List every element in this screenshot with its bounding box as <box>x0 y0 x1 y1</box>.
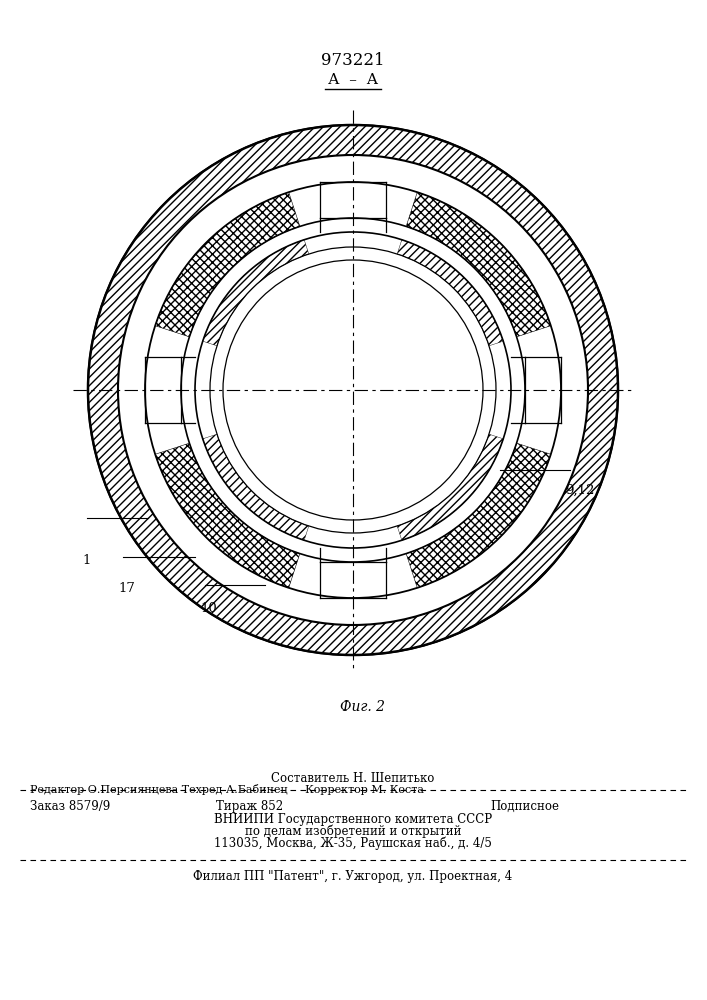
Text: А  –  А: А – А <box>328 73 378 87</box>
Text: 973221: 973221 <box>321 52 385 69</box>
Text: Составитель Н. Шепитько: Составитель Н. Шепитько <box>271 772 435 785</box>
Wedge shape <box>203 434 309 540</box>
Wedge shape <box>203 240 309 346</box>
Wedge shape <box>397 240 503 346</box>
Circle shape <box>88 125 618 655</box>
Circle shape <box>223 260 483 520</box>
Text: Тираж 852: Тираж 852 <box>216 800 284 813</box>
Text: 113035, Москва, Ж-35, Раушская наб., д. 4/5: 113035, Москва, Ж-35, Раушская наб., д. … <box>214 837 492 850</box>
Circle shape <box>118 155 588 625</box>
Text: по делам изобретений и открытий: по делам изобретений и открытий <box>245 825 461 838</box>
Wedge shape <box>155 443 300 588</box>
Text: 17: 17 <box>118 582 135 594</box>
Wedge shape <box>155 192 300 337</box>
Text: ВНИИПИ Государственного комитета СССР: ВНИИПИ Государственного комитета СССР <box>214 813 492 826</box>
Wedge shape <box>406 192 551 337</box>
Text: Редактор О.Персиянцева Техред А.Бабинец     Корректор М. Коста: Редактор О.Персиянцева Техред А.Бабинец … <box>30 784 424 795</box>
Text: Фиг. 2: Фиг. 2 <box>341 700 385 714</box>
Text: 10: 10 <box>200 601 217 614</box>
Wedge shape <box>406 443 551 588</box>
Text: 9,12: 9,12 <box>565 484 595 496</box>
Text: Подписное: Подписное <box>490 800 559 813</box>
Text: Заказ 8579/9: Заказ 8579/9 <box>30 800 110 813</box>
Text: Филиал ПП "Патент", г. Ужгород, ул. Проектная, 4: Филиал ПП "Патент", г. Ужгород, ул. Прое… <box>194 870 513 883</box>
Text: 1: 1 <box>82 554 90 566</box>
Wedge shape <box>397 434 503 540</box>
